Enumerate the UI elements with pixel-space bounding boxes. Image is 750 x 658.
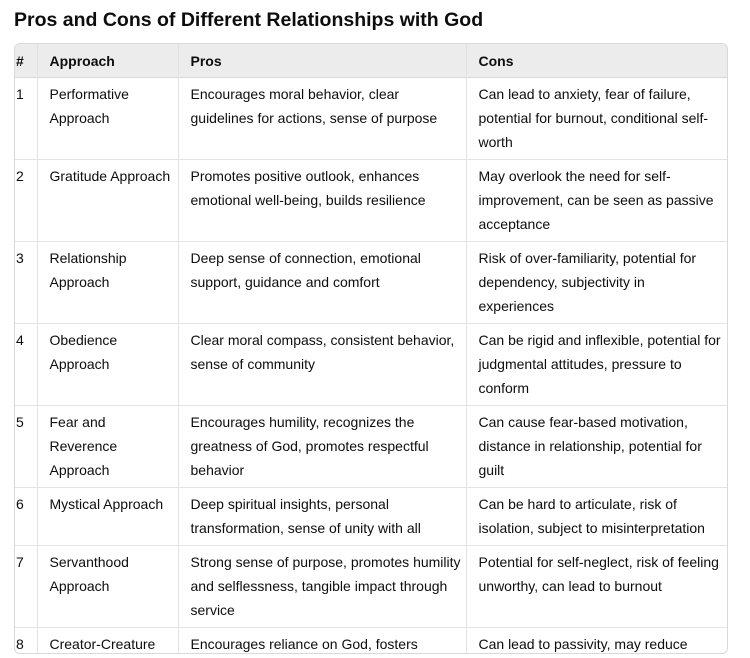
row-num: 1	[15, 77, 37, 160]
table-row: 8 Creator-Creature Approach Encourages r…	[15, 627, 727, 653]
table: # Approach Pros Cons 1 Performative Appr…	[15, 44, 727, 653]
row-approach: Mystical Approach	[36, 487, 178, 546]
table-row: 7 Servanthood Approach Strong sense of p…	[15, 545, 727, 628]
row-cons: Can be rigid and inflexible, potential f…	[465, 323, 727, 406]
header-pros: Pros	[177, 44, 466, 78]
row-pros: Encourages reliance on God, fosters grat…	[177, 627, 466, 653]
row-approach: Relationship Approach	[36, 241, 178, 324]
row-pros: Encourages moral behavior, clear guideli…	[177, 77, 466, 160]
row-num: 6	[15, 487, 37, 546]
row-approach: Obedience Approach	[36, 323, 178, 406]
row-cons: May overlook the need for self-improveme…	[465, 159, 727, 242]
table-header: # Approach Pros Cons	[15, 44, 727, 78]
row-approach: Fear and Reverence Approach	[36, 405, 178, 488]
header-cons: Cons	[465, 44, 727, 78]
table-row: 5 Fear and Reverence Approach Encourages…	[15, 405, 727, 488]
table-row: 4 Obedience Approach Clear moral compass…	[15, 323, 727, 406]
row-cons: Can cause fear-based motivation, distanc…	[465, 405, 727, 488]
row-pros: Clear moral compass, consistent behavior…	[177, 323, 466, 406]
header-row: # Approach Pros Cons	[15, 44, 727, 78]
header-num: #	[15, 44, 37, 78]
row-num: 7	[15, 545, 37, 628]
table-body: 1 Performative Approach Encourages moral…	[15, 77, 727, 653]
header-approach: Approach	[36, 44, 178, 78]
page-title: Pros and Cons of Different Relationships…	[14, 9, 484, 31]
table-row: 2 Gratitude Approach Promotes positive o…	[15, 159, 727, 242]
row-pros: Deep sense of connection, emotional supp…	[177, 241, 466, 324]
row-approach: Creator-Creature Approach	[36, 627, 178, 653]
table-row: 6 Mystical Approach Deep spiritual insig…	[15, 487, 727, 546]
comparison-table: # Approach Pros Cons 1 Performative Appr…	[14, 43, 728, 654]
row-num: 5	[15, 405, 37, 488]
row-num: 3	[15, 241, 37, 324]
row-cons: Potential for self-neglect, risk of feel…	[465, 545, 727, 628]
table-row: 1 Performative Approach Encourages moral…	[15, 77, 727, 160]
row-pros: Encourages humility, recognizes the grea…	[177, 405, 466, 488]
row-approach: Gratitude Approach	[36, 159, 178, 242]
row-pros: Deep spiritual insights, personal transf…	[177, 487, 466, 546]
row-cons: Can lead to passivity, may reduce person…	[465, 627, 727, 653]
row-num: 4	[15, 323, 37, 406]
row-cons: Risk of over-familiarity, potential for …	[465, 241, 727, 324]
row-approach: Servanthood Approach	[36, 545, 178, 628]
row-cons: Can be hard to articulate, risk of isola…	[465, 487, 727, 546]
row-pros: Strong sense of purpose, promotes humili…	[177, 545, 466, 628]
row-approach: Performative Approach	[36, 77, 178, 160]
table-row: 3 Relationship Approach Deep sense of co…	[15, 241, 727, 324]
row-num: 8	[16, 636, 24, 652]
row-pros: Promotes positive outlook, enhances emot…	[177, 159, 466, 242]
row-num: 2	[15, 159, 37, 242]
row-cons: Can lead to anxiety, fear of failure, po…	[465, 77, 727, 160]
